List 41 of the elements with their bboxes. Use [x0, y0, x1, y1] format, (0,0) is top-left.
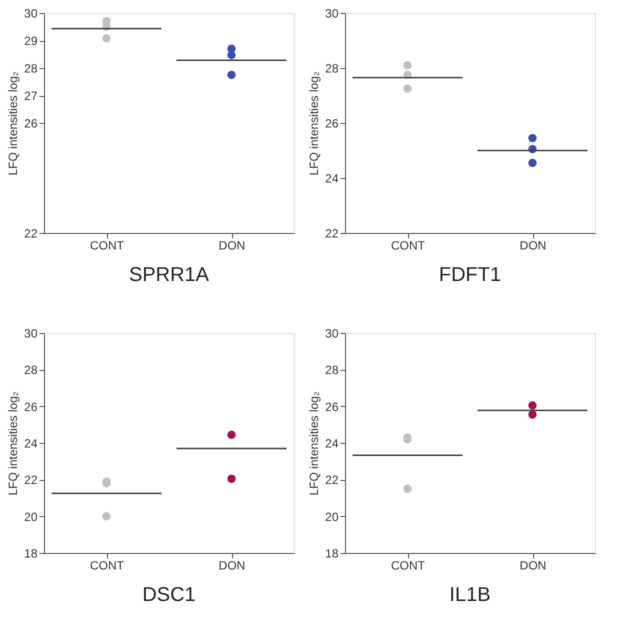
text: IL1B [449, 584, 491, 606]
text: DSC1 [142, 584, 196, 606]
y-tick-label: 30 [325, 326, 339, 340]
y-tick-label: 24 [24, 436, 38, 450]
y-axis-title: LFQ intensities log₂ [6, 71, 20, 176]
y-tick-label: 20 [325, 510, 339, 524]
x-tick-label: CONT [90, 238, 125, 252]
y-axis-title: LFQ intensities log₂ [307, 391, 322, 496]
x-tick-label: DON [218, 238, 246, 252]
y-tick-label: 28 [24, 363, 38, 378]
x-tick-label: CONT [391, 558, 426, 572]
y-tick-label: 24 [325, 172, 339, 186]
y-tick-label: 29 [24, 34, 38, 48]
y-tick-label: 26 [325, 400, 339, 414]
y-tick-label: 28 [325, 363, 339, 378]
y-tick-label: 20 [24, 510, 38, 524]
y-tick-label: 18 [325, 546, 339, 560]
y-tick-label: 27 [24, 89, 38, 103]
x-tick-label: DON [520, 238, 546, 252]
y-tick-label: 22 [24, 226, 38, 240]
y-tick-label: 18 [24, 546, 38, 560]
y-tick-label: 26 [24, 400, 38, 414]
y-tick-label: 28 [24, 62, 38, 76]
x-tick-label: CONT [90, 558, 125, 572]
y-tick-label: 24 [325, 436, 339, 450]
text: FDFT1 [438, 264, 502, 286]
x-tick-label: DON [520, 558, 546, 572]
y-axis-title: LFQ intensities log₂ [307, 71, 322, 176]
y-tick-label: 30 [325, 6, 339, 20]
x-tick-label: DON [218, 558, 246, 572]
y-tick-label: 26 [24, 116, 38, 130]
y-axis-title: LFQ intensities log₂ [6, 391, 20, 496]
y-tick-label: 22 [325, 473, 339, 488]
x-tick-label: CONT [391, 238, 426, 252]
y-tick-label: 26 [325, 116, 339, 130]
y-tick-label: 30 [24, 326, 38, 340]
y-tick-label: 22 [24, 473, 38, 488]
y-tick-label: 30 [24, 6, 38, 20]
text: SPRR1A [128, 264, 210, 286]
y-tick-label: 22 [325, 226, 339, 240]
y-tick-label: 28 [325, 62, 339, 76]
